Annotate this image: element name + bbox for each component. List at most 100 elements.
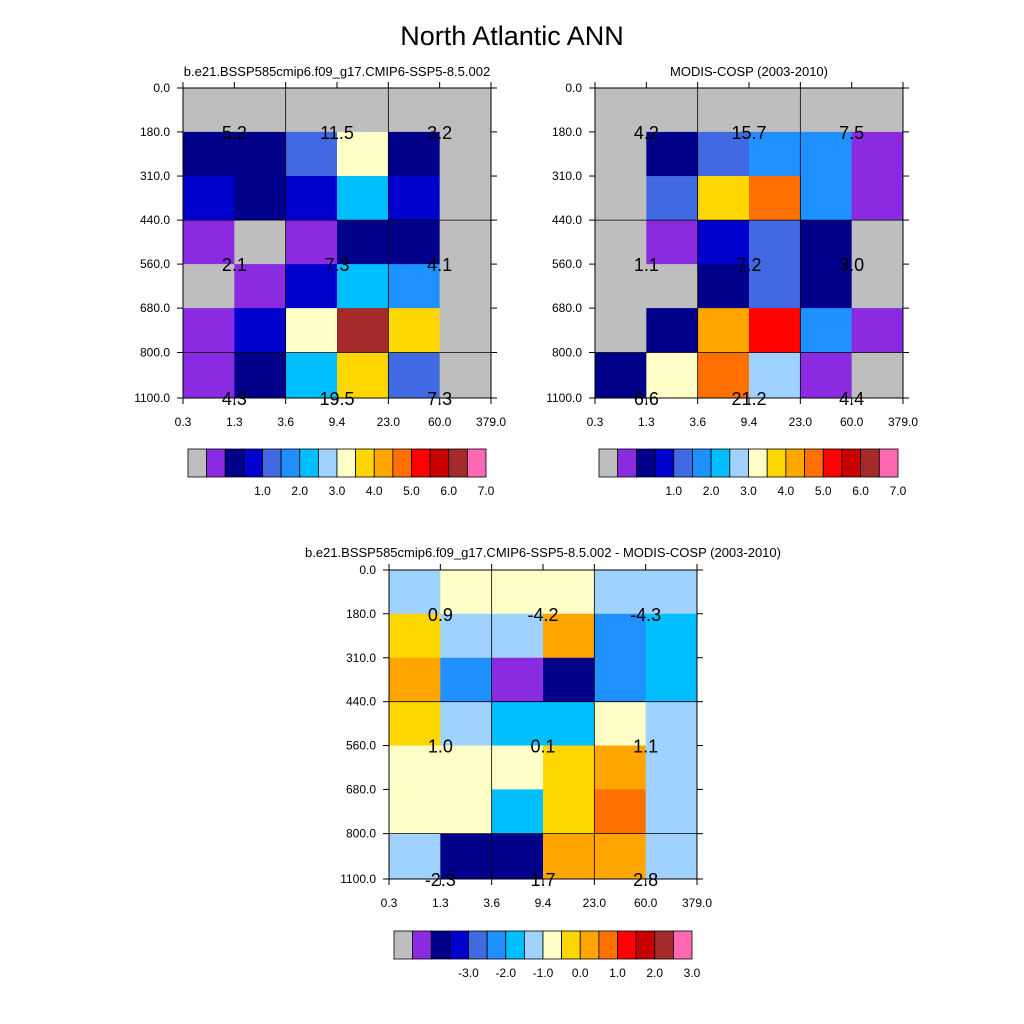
colorbar-swatch (206, 448, 226, 478)
heatmap-cell (234, 176, 287, 221)
heatmap-cell (439, 131, 492, 177)
heatmap-cell (389, 570, 441, 615)
heatmap-cell (234, 220, 287, 265)
heatmap-cell (800, 352, 853, 399)
colorbar-swatch (654, 448, 675, 478)
colorbar-swatch (729, 448, 749, 478)
heatmap-cell (594, 745, 647, 790)
heatmap-cell (697, 176, 750, 221)
block-value-label: 2.8 (633, 870, 658, 890)
block-value-label: 19.5 (319, 389, 354, 409)
y-tick-label: 800.0 (552, 345, 582, 359)
block-value-label: 0.9 (428, 605, 453, 625)
heatmap-cell (697, 352, 750, 399)
block-value-label: 4.4 (839, 389, 864, 409)
heatmap-cell (388, 352, 441, 399)
heatmap-cell (851, 264, 904, 309)
colorbar-swatch (542, 930, 563, 960)
block-value-label: 3.2 (427, 123, 452, 143)
colorbar-tick-label: 2.0 (291, 484, 308, 498)
y-tick-label: 180.0 (346, 607, 376, 621)
heatmap-cell (440, 745, 493, 790)
heatmap-cells (183, 88, 492, 399)
block-value-label: 1.1 (634, 255, 659, 275)
y-tick-label: 800.0 (346, 827, 376, 841)
heatmap-cell (646, 352, 699, 399)
heatmap-cell (595, 264, 647, 309)
colorbar-tick-label: 6.0 (852, 484, 869, 498)
colorbar-swatch (430, 930, 451, 960)
heatmap-cell (285, 264, 338, 309)
tick-marks (177, 82, 497, 404)
heatmap-cell (749, 308, 801, 353)
heatmap-cell (389, 745, 441, 790)
heatmap-cell (646, 308, 699, 353)
colorbar: 1.0 2.0 3.0 4.0 5.0 6.0 7.0 (598, 448, 907, 498)
heatmap-cell (645, 570, 698, 615)
block-value-label: -4.2 (527, 605, 558, 625)
heatmap-cell (749, 88, 801, 133)
colorbar-tick-label: -3.0 (458, 966, 479, 980)
colorbar-swatch (654, 930, 674, 960)
heatmap-cell (595, 176, 647, 221)
y-tick-label: 680.0 (346, 782, 376, 796)
heatmap-cell (183, 220, 235, 265)
heatmap-cell (388, 264, 441, 309)
heatmap-cell (851, 176, 904, 221)
heatmap-cell (439, 88, 492, 133)
heatmap-cell (594, 657, 647, 703)
x-tick-label: 60.0 (428, 415, 452, 429)
colorbar-swatch (635, 448, 656, 478)
colorbar-tick-label: 1.0 (665, 484, 682, 498)
heatmap-cell (439, 264, 492, 309)
x-tick-label: 23.0 (377, 415, 401, 429)
colorbar-swatch (412, 930, 432, 960)
colorbar-tick-label: 2.0 (703, 484, 720, 498)
block-value-label: 5.2 (222, 123, 247, 143)
heatmap-cell (389, 613, 441, 659)
x-tick-label: 0.3 (587, 415, 604, 429)
block-value-label: 4.1 (427, 255, 452, 275)
tick-marks (383, 564, 703, 885)
heatmap-cell (800, 264, 853, 309)
colorbar-tick-label: 5.0 (403, 484, 420, 498)
heatmap-cell (749, 352, 801, 399)
heatmap-cell (543, 789, 595, 835)
heatmap-cell (183, 352, 235, 399)
heatmap-cell (800, 176, 853, 221)
heatmap-cell (697, 220, 750, 265)
heatmap-cell (697, 88, 750, 133)
panel-title: b.e21.BSSP585cmip6.f09_g17.CMIP6-SSP5-8.… (305, 545, 781, 560)
colorbar-swatch (617, 448, 637, 478)
colorbar-tick-label: 2.0 (646, 966, 663, 980)
colorbar-swatch (373, 448, 394, 478)
block-value-label: 1.0 (428, 737, 453, 757)
panels: b.e21.BSSP585cmip6.f09_g17.CMIP6-SSP5-8.… (134, 64, 918, 980)
heatmap-cells (595, 88, 904, 399)
heatmap-cell (851, 131, 904, 177)
heatmap-cell (595, 131, 647, 177)
y-tick-label: 180.0 (140, 125, 170, 139)
colorbar-swatch (224, 448, 245, 478)
heatmap-cell (491, 745, 544, 790)
x-tick-label: 3.6 (483, 896, 500, 910)
heatmap-cell (389, 701, 441, 747)
block-value-label: -4.3 (630, 605, 661, 625)
colorbar-swatch (673, 448, 693, 478)
heatmap-cell (491, 833, 544, 880)
y-tick-label: 560.0 (140, 257, 170, 271)
y-tick-label: 310.0 (346, 651, 376, 665)
colorbar-tick-label: 7.0 (478, 484, 495, 498)
x-tick-label: 9.4 (329, 415, 346, 429)
heatmap-cell (851, 88, 904, 133)
colorbar: 1.0 2.0 3.0 4.0 5.0 6.0 7.0 (187, 448, 495, 498)
colorbar-swatch (466, 448, 487, 478)
x-tick-label: 0.3 (175, 415, 192, 429)
heatmap-cell (646, 88, 699, 133)
y-tick-label: 440.0 (140, 213, 170, 227)
heatmap-cell (851, 220, 904, 265)
heatmap-cell (440, 613, 493, 659)
heatmap-cell (645, 745, 698, 790)
colorbar-swatch (635, 930, 656, 960)
heatmap-cell (594, 613, 647, 659)
